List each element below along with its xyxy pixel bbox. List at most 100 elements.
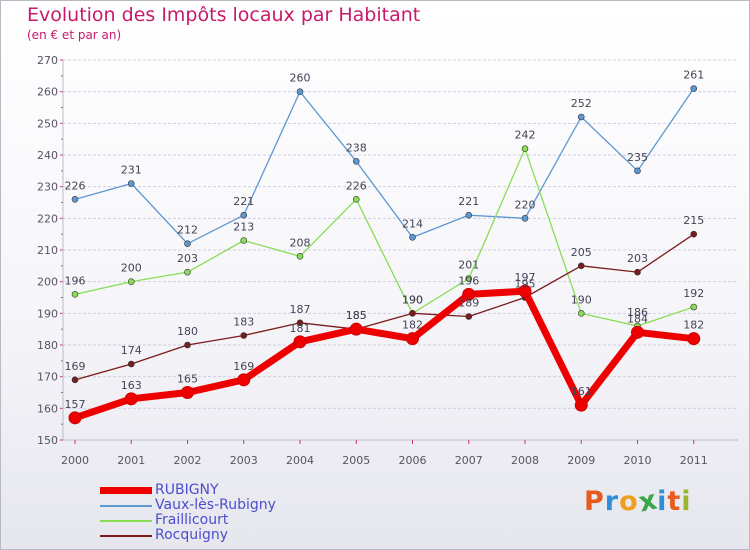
data-label-fraillicourt-2011: 192 (683, 287, 704, 300)
data-label-rubigny-2001: 163 (121, 379, 142, 392)
data-label-rocquigny-2002: 180 (177, 325, 198, 338)
chart-title: Evolution des Impôts locaux par Habitant (27, 4, 421, 26)
legend-swatch-rubigny (100, 487, 152, 494)
data-point-rubigny-2011 (687, 332, 701, 346)
x-tick-label-2011: 2011 (680, 454, 708, 467)
x-tick-label-2007: 2007 (455, 454, 483, 467)
data-label-vaux-l-s-rubigny-2002: 212 (177, 224, 198, 237)
data-label-rocquigny-2003: 183 (233, 316, 254, 329)
y-tick-label-210: 210 (37, 244, 58, 257)
data-label-rocquigny-2006: 190 (402, 293, 423, 306)
logo-letter: r (604, 486, 620, 517)
data-label-fraillicourt-2000: 196 (65, 274, 86, 287)
x-tick-label-2000: 2000 (61, 454, 89, 467)
data-labels: 157 163 165 169 181 185 182 196 197 161 184 182 226 2… (65, 69, 705, 411)
legend-label-rocquigny: Rocquigny (155, 527, 229, 543)
data-point-rubigny-2007 (462, 287, 476, 301)
data-label-rubigny-2006: 182 (402, 319, 423, 332)
data-label-vaux-l-s-rubigny-2010: 235 (627, 151, 648, 164)
data-point-vaux-l-s-rubigny-2010 (634, 167, 641, 175)
legend-label-vaux-l-s-rubigny: Vaux-lès-Rubigny (155, 497, 276, 513)
data-point-vaux-l-s-rubigny-2009 (577, 113, 585, 121)
data-point-vaux-l-s-rubigny-2003 (240, 211, 248, 219)
data-point-rocquigny-2003 (240, 332, 248, 339)
logo-letter: i (657, 486, 668, 517)
data-point-vaux-l-s-rubigny-2005 (352, 158, 360, 165)
series-lines (68, 85, 701, 425)
data-point-fraillicourt-2008 (521, 145, 529, 152)
data-label-fraillicourt-2006: 190 (402, 293, 423, 306)
data-label-rocquigny-2009: 205 (571, 246, 592, 259)
data-label-rocquigny-2008: 195 (515, 278, 536, 291)
data-label-fraillicourt-2010: 186 (627, 306, 648, 319)
data-point-fraillicourt-2002 (184, 268, 191, 276)
data-label-rubigny-2005: 185 (346, 309, 367, 322)
data-label-rubigny-2003: 169 (233, 360, 254, 373)
data-label-fraillicourt-2001: 200 (121, 262, 142, 275)
data-point-vaux-l-s-rubigny-2011 (690, 85, 698, 92)
data-label-rubigny-2000: 157 (65, 398, 86, 411)
data-label-vaux-l-s-rubigny-2009: 252 (571, 97, 592, 110)
data-label-vaux-l-s-rubigny-2004: 260 (290, 72, 311, 85)
data-point-rocquigny-2004 (296, 319, 304, 327)
y-tick-label-170: 170 (37, 371, 58, 384)
y-tick-label-230: 230 (37, 181, 58, 194)
y-tick-label-250: 250 (37, 117, 58, 130)
legend-label-rubigny: RUBIGNY (155, 482, 219, 498)
data-point-fraillicourt-2004 (296, 253, 304, 260)
y-tick-label-200: 200 (37, 276, 58, 289)
x-tick-label-2003: 2003 (230, 454, 258, 467)
data-point-vaux-l-s-rubigny-2008 (521, 215, 529, 222)
data-point-fraillicourt-2000 (71, 291, 79, 298)
x-tick-label-2002: 2002 (174, 454, 202, 467)
data-label-vaux-l-s-rubigny-2007: 221 (458, 195, 479, 208)
series-line-vaux-l-s-rubigny (74, 87, 695, 245)
logo-letter: i (681, 486, 692, 517)
data-label-rocquigny-2011: 215 (683, 214, 704, 227)
legend-swatch-fraillicourt (100, 520, 152, 522)
data-point-rocquigny-2011 (690, 230, 698, 238)
data-point-vaux-l-s-rubigny-2004 (296, 88, 304, 95)
data-point-rubigny-2004 (293, 335, 307, 349)
data-label-rocquigny-2001: 174 (121, 344, 142, 357)
data-point-rubigny-2010 (631, 325, 644, 339)
data-label-rubigny-2004: 181 (290, 322, 311, 335)
chart-subtitle: (en € et par an) (27, 28, 122, 42)
data-point-vaux-l-s-rubigny-2007 (465, 211, 473, 219)
data-label-fraillicourt-2009: 190 (571, 293, 592, 306)
data-point-fraillicourt-2009 (577, 310, 585, 317)
legend-label-fraillicourt: Fraillicourt (155, 512, 229, 528)
y-tick-label-180: 180 (37, 339, 58, 352)
data-point-vaux-l-s-rubigny-2000 (71, 196, 79, 203)
y-tick-label-260: 260 (37, 86, 58, 99)
x-tick-label-2008: 2008 (511, 454, 539, 467)
data-point-fraillicourt-2011 (690, 303, 698, 311)
logo-letter: P (584, 486, 605, 517)
data-point-rubigny-2008 (518, 284, 532, 298)
x-tick-label-2004: 2004 (286, 454, 314, 467)
data-point-rocquigny-2002 (184, 341, 191, 349)
data-point-vaux-l-s-rubigny-2006 (409, 234, 416, 241)
data-point-fraillicourt-2005 (352, 196, 360, 203)
y-tick-label-240: 240 (37, 149, 58, 162)
data-label-fraillicourt-2008: 242 (515, 129, 536, 142)
data-label-fraillicourt-2005: 226 (346, 179, 367, 192)
data-point-rubigny-2005 (349, 322, 363, 336)
x-tick-label-2009: 2009 (567, 454, 595, 467)
data-point-vaux-l-s-rubigny-2001 (127, 180, 135, 187)
data-point-rubigny-2000 (68, 411, 82, 425)
data-point-rocquigny-2000 (71, 376, 79, 384)
data-point-fraillicourt-2007 (465, 275, 473, 282)
data-label-rocquigny-2000: 169 (65, 360, 86, 373)
data-point-rubigny-2001 (124, 392, 138, 406)
data-point-fraillicourt-2003 (240, 237, 248, 244)
grid (63, 59, 738, 441)
data-label-fraillicourt-2002: 203 (177, 252, 198, 265)
axes: 150 160 170 180 190 200 210 220 230 240 250 260 270 2… (37, 54, 738, 467)
data-label-vaux-l-s-rubigny-2011: 261 (683, 69, 704, 82)
data-label-fraillicourt-2004: 208 (290, 236, 311, 249)
data-point-rubigny-2006 (406, 332, 419, 346)
x-tick-label-2005: 2005 (342, 454, 370, 467)
x-tick-label-2010: 2010 (624, 454, 652, 467)
data-point-rocquigny-2010 (634, 268, 641, 276)
